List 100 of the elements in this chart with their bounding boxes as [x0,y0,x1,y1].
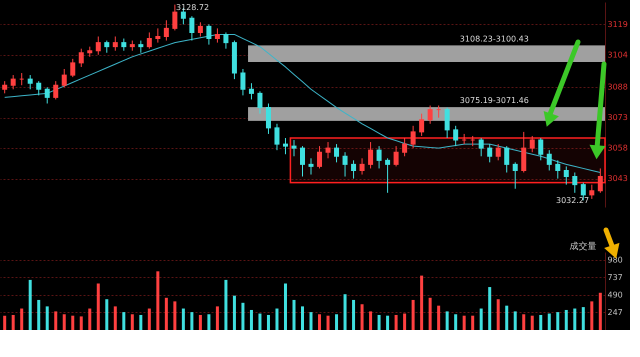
candlestick [2,80,8,94]
y-tick-label: 490 [608,290,623,300]
y-tick-label: 247 [608,308,623,317]
candlestick [428,105,433,124]
candlestick [266,102,271,134]
bar [96,283,100,330]
bar [62,314,66,330]
candlestick [104,40,110,54]
bar [216,306,219,330]
candlestick [334,144,340,163]
bar [403,314,406,330]
bar [71,316,74,330]
candlestick [496,144,501,161]
bar [488,287,492,330]
band-label: 3108.23-3100.43 [460,34,529,44]
candlestick [530,135,535,153]
candlestick [376,146,382,169]
bar [480,308,483,330]
bar [3,316,6,330]
bar [198,314,202,330]
bar [105,299,108,330]
bar [224,280,228,330]
bar [556,312,560,330]
candlestick [300,146,305,178]
bar [241,302,244,330]
candlestick [36,80,42,96]
bar [12,314,15,330]
bar [539,314,542,330]
candlestick [360,158,365,176]
bar [275,308,278,330]
bar [548,314,551,330]
bar [598,292,602,330]
candlestick [10,74,16,90]
candlestick [419,113,424,136]
bar [164,298,168,330]
bar [505,306,508,330]
candlestick [274,123,280,151]
annotation: 3032.27 [556,196,590,205]
bar [258,314,262,330]
bar [522,314,526,330]
bar [190,312,194,330]
bar [369,311,372,330]
bar [173,301,176,330]
candlestick [394,146,399,167]
bar [352,300,356,330]
bar [428,298,432,330]
candlestick [546,150,552,171]
bar [301,306,304,330]
y-tick-label: 3104 [608,50,628,60]
bar [335,314,338,330]
candlestick [240,68,246,96]
bar [420,276,424,330]
bar [590,301,594,330]
bar [412,300,415,330]
bar [130,314,134,330]
candlestick [112,36,118,52]
y-tick-label: 3119 [608,20,628,29]
bar [454,314,458,330]
candlestick [538,137,544,161]
candlestick [368,142,374,169]
candlestick [87,46,92,58]
candlestick [478,137,484,157]
candlestick [512,162,518,190]
candlestick [555,160,560,180]
bar [114,306,117,330]
candlestick [282,137,288,155]
candlestick [326,142,331,159]
candlestick [172,4,178,31]
y-tick-label: 3058 [608,144,628,153]
bar [20,308,24,330]
bar [54,311,58,330]
candlestick [342,152,348,178]
y-tick-label: 3043 [608,174,628,184]
candlestick [189,16,194,42]
candlestick [504,146,510,173]
candlestick [78,48,84,68]
candlestick [257,90,262,114]
text: 成交量 [570,241,596,252]
candlestick [70,58,76,78]
candlestick [53,80,58,100]
bar [378,314,381,330]
bar [284,283,287,330]
candlestick [410,125,416,149]
bar [496,299,500,330]
bar [573,308,576,330]
bar [156,271,160,330]
bar [232,296,236,330]
bar [386,316,390,330]
bar [310,312,313,330]
y-tick-label: 980 [608,255,623,264]
bar [182,308,185,330]
bar [582,307,585,330]
bar [564,310,568,330]
bar [360,304,364,330]
candlestick [589,184,594,200]
bar [326,316,330,330]
candlestick [28,74,33,90]
y-tick-label: 3088 [608,82,628,92]
bar [266,314,270,330]
candlestick [291,140,296,157]
